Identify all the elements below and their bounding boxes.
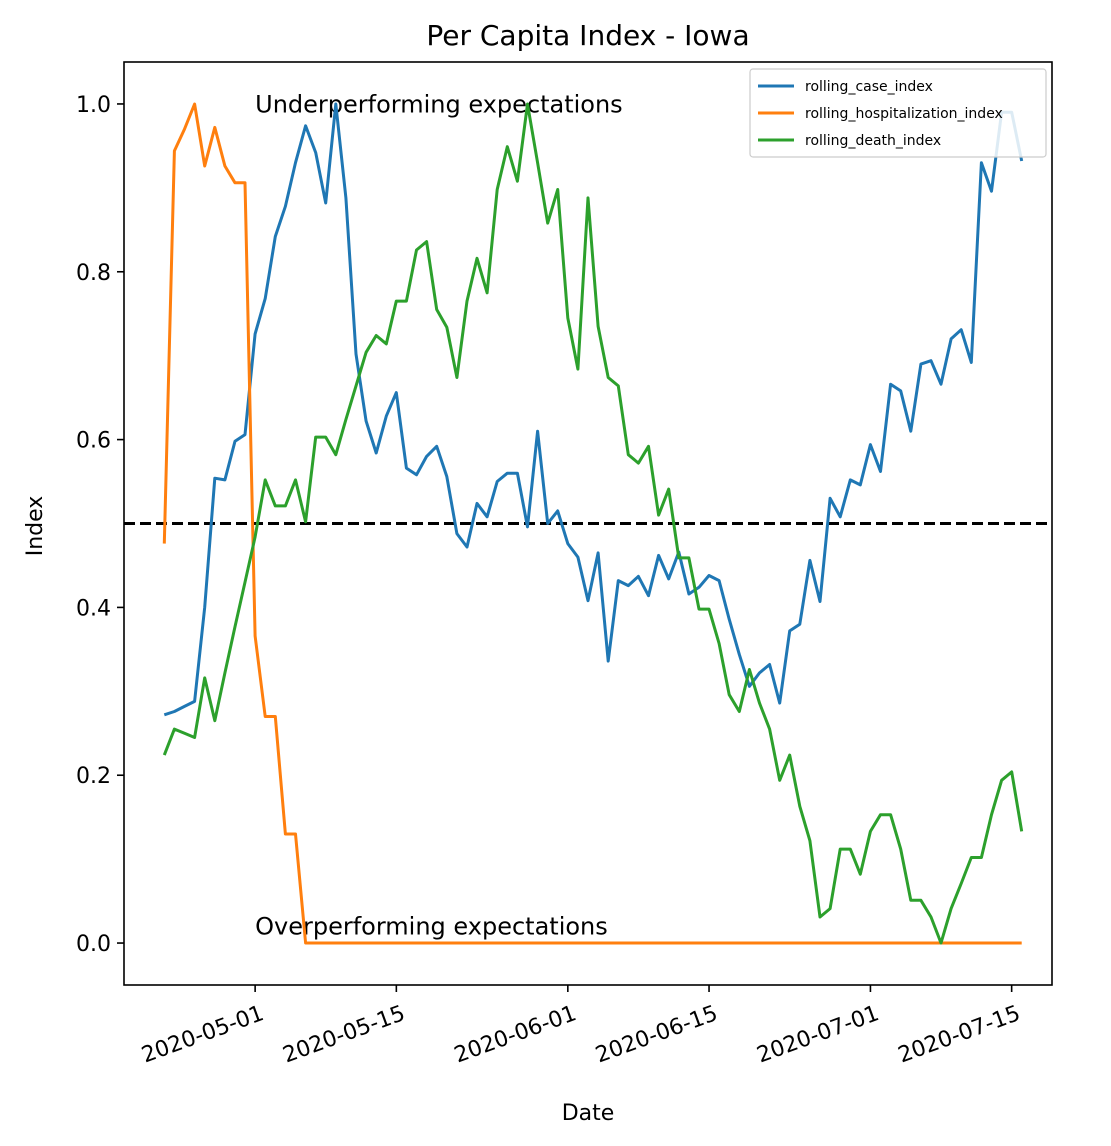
x-axis: 2020-05-01 2020-05-15 2020-06-01 2020-06-15… xyxy=(138,985,1024,1068)
plot-area: Underperforming expectations Overperformi… xyxy=(123,61,1053,986)
y-tick-label: 0.8 xyxy=(76,261,111,286)
series-line-rolling-hospitalization-index xyxy=(162,102,1022,945)
annotation-underperforming: Underperforming expectations xyxy=(255,90,623,118)
legend-label-rolling-case-index: rolling_case_index xyxy=(805,79,933,95)
x-tick-label: 2020-06-01 xyxy=(451,1001,580,1068)
chart-title: Per Capita Index - Iowa xyxy=(426,19,749,52)
legend-label-rolling-hospitalization-index: rolling_hospitalization_index xyxy=(805,106,1003,122)
series-line-rolling-case-index xyxy=(163,102,1024,717)
y-tick-label: 0.2 xyxy=(76,764,111,789)
legend-box xyxy=(749,68,1047,158)
y-tick-label: 0.4 xyxy=(76,596,111,621)
y-axis-label: Index xyxy=(23,496,48,557)
plot-frame xyxy=(123,61,1053,986)
y-axis: 0.0 0.2 0.4 0.6 0.8 1.0 xyxy=(76,93,124,957)
annotation-overperforming: Overperforming expectations xyxy=(255,913,608,941)
x-tick-label: 2020-06-15 xyxy=(592,1001,721,1068)
y-tick-label: 0.0 xyxy=(76,932,111,957)
y-tick-label: 1.0 xyxy=(76,93,111,118)
x-tick-label: 2020-07-01 xyxy=(754,1001,883,1068)
legend: rolling_case_index rolling_hospitalizatio… xyxy=(749,68,1047,158)
x-tick-label: 2020-05-01 xyxy=(138,1001,267,1068)
x-axis-label: Date xyxy=(562,1101,615,1126)
x-tick-label: 2020-07-15 xyxy=(895,1001,1024,1068)
series-line-rolling-death-index xyxy=(162,102,1024,945)
y-tick-label: 0.6 xyxy=(76,429,111,454)
legend-label-rolling-death-index: rolling_death_index xyxy=(805,133,941,149)
x-tick-label: 2020-05-15 xyxy=(280,1001,409,1068)
